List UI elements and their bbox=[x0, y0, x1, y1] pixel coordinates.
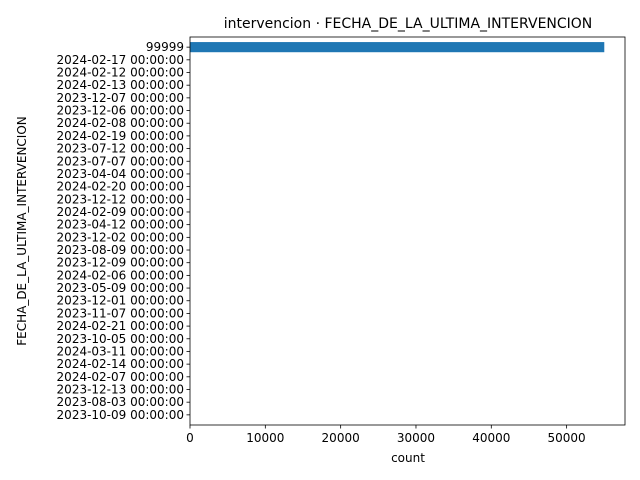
y-tick-label: 2023-04-12 00:00:00 bbox=[57, 218, 184, 232]
y-tick-label: 2024-02-20 00:00:00 bbox=[57, 180, 184, 194]
y-tick-label: 2024-02-19 00:00:00 bbox=[57, 129, 184, 143]
chart-title: intervencion · FECHA_DE_LA_ULTIMA_INTERV… bbox=[224, 16, 593, 32]
x-tick-label: 30000 bbox=[397, 431, 435, 445]
plot-frame bbox=[189, 36, 626, 426]
y-tick-label: 2023-12-06 00:00:00 bbox=[57, 104, 184, 118]
x-tick-label: 50000 bbox=[548, 431, 586, 445]
x-axis-label: count bbox=[391, 451, 425, 465]
x-tick-label: 20000 bbox=[322, 431, 360, 445]
x-tick-label: 10000 bbox=[246, 431, 284, 445]
y-tick-label: 2023-07-12 00:00:00 bbox=[57, 142, 184, 156]
y-tick-label: 2023-07-07 00:00:00 bbox=[57, 154, 184, 168]
y-tick-label: 2023-12-07 00:00:00 bbox=[57, 91, 184, 105]
y-tick-label: 2023-12-09 00:00:00 bbox=[57, 256, 184, 270]
y-tick-label: 2023-10-09 00:00:00 bbox=[57, 408, 184, 422]
y-tick-label: 2023-08-03 00:00:00 bbox=[57, 395, 184, 409]
y-tick-label: 2024-02-13 00:00:00 bbox=[57, 78, 184, 92]
y-tick-label: 2023-12-02 00:00:00 bbox=[57, 230, 184, 244]
y-tick-label: 2024-02-21 00:00:00 bbox=[57, 319, 184, 333]
x-tick-label: 0 bbox=[186, 431, 194, 445]
y-tick-label: 2023-12-01 00:00:00 bbox=[57, 294, 184, 308]
y-tick-label: 2023-12-12 00:00:00 bbox=[57, 192, 184, 206]
x-tick-label: 40000 bbox=[472, 431, 510, 445]
y-tick-label: 2024-02-08 00:00:00 bbox=[57, 116, 184, 130]
y-tick-label: 2024-02-06 00:00:00 bbox=[57, 268, 184, 282]
y-tick-label: 2024-02-14 00:00:00 bbox=[57, 357, 184, 371]
y-tick-label: 2024-03-11 00:00:00 bbox=[57, 344, 184, 358]
y-axis-label: FECHA_DE_LA_ULTIMA_INTERVENCION bbox=[15, 116, 29, 346]
y-tick-label: 2024-02-12 00:00:00 bbox=[57, 66, 184, 80]
y-tick-label: 2024-02-07 00:00:00 bbox=[57, 370, 184, 384]
y-tick-label: 99999 bbox=[146, 40, 184, 54]
bar bbox=[190, 42, 605, 53]
y-tick-label: 2023-10-05 00:00:00 bbox=[57, 332, 184, 346]
y-tick-label: 2023-08-09 00:00:00 bbox=[57, 243, 184, 257]
y-tick-label: 2023-05-09 00:00:00 bbox=[57, 281, 184, 295]
x-axis-ticks: 0 10000 20000 30000 40000 50000 bbox=[186, 425, 586, 445]
y-tick-label: 2024-02-17 00:00:00 bbox=[57, 53, 184, 67]
bars bbox=[190, 42, 605, 420]
y-tick-label: 2023-12-13 00:00:00 bbox=[57, 382, 184, 396]
y-tick-label: 2023-11-07 00:00:00 bbox=[57, 306, 184, 320]
y-tick-label: 2024-02-09 00:00:00 bbox=[57, 205, 184, 219]
y-tick-label: 2023-04-04 00:00:00 bbox=[57, 167, 184, 181]
